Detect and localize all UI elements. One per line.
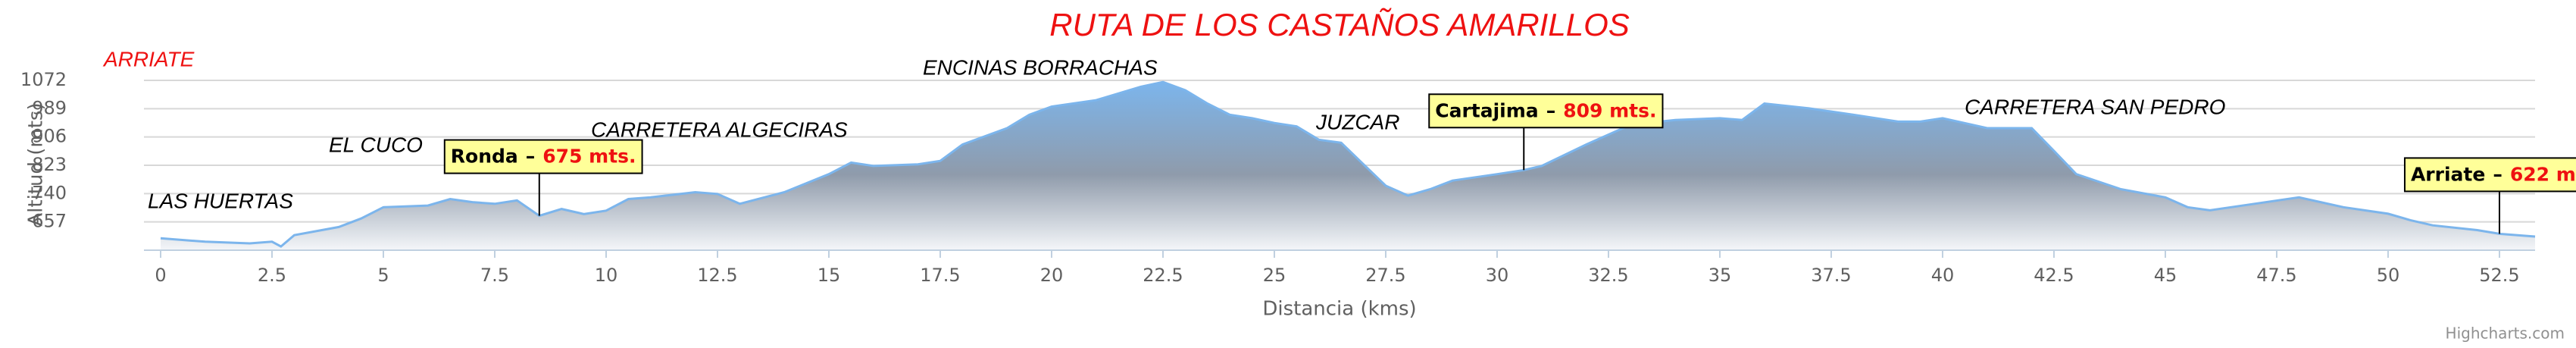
chart-title: RUTA DE LOS CASTAÑOS AMARILLOS [1049,7,1630,42]
x-tick-label: 52.5 [2479,265,2519,286]
flag-name: Ronda [451,146,518,168]
y-tick-label: 906 [32,126,67,147]
x-tick-label: 47.5 [2256,265,2296,286]
annotation: LAS HUERTAS [148,189,293,212]
flag-label: Ronda –675 mts. [451,146,636,168]
x-tick-label: 40 [1931,265,1955,286]
x-tick-label: 20 [1040,265,1064,286]
x-tick-label: 5 [377,265,389,286]
x-tick-label: 15 [818,265,841,286]
x-tick-label: 25 [1263,265,1286,286]
x-tick-label: 17.5 [920,265,960,286]
x-tick-label: 27.5 [1365,265,1405,286]
x-tick-label: 10 [595,265,618,286]
flag-name: Arriate [2411,163,2485,185]
credits: Highcharts.com [2446,324,2565,343]
flag-value: 675 mts. [542,146,636,168]
y-tick-label: 823 [32,154,67,175]
flag-separator: – [1546,99,1556,121]
flag-separator: – [2493,163,2503,185]
x-tick-label: 0 [155,265,166,286]
flag-value: 622 mts. [2510,163,2576,185]
area-fill [161,82,2535,250]
annotation: EL CUCO [329,133,423,156]
y-tick-label: 1072 [20,69,67,90]
x-tick-label: 22.5 [1143,265,1183,286]
x-tick-label: 2.5 [258,265,286,286]
annotation: JUZCAR [1315,110,1399,133]
annotation: ENCINAS BORRACHAS [923,55,1158,79]
x-tick-label: 30 [1486,265,1509,286]
flag-box [443,139,643,174]
annotation: ARRIATE [102,47,195,71]
x-tick-label: 50 [2377,265,2400,286]
x-tick-label: 35 [1708,265,1732,286]
area-line [160,80,2536,248]
y-tick-label: 989 [32,97,67,118]
annotation: CARRETERA ALGECIRAS [591,118,848,141]
x-tick-label: 7.5 [480,265,509,286]
y-tick-label: 657 [32,211,67,232]
x-tick-label: 42.5 [2034,265,2074,286]
flag-box [1428,93,1664,129]
x-tick-label: 45 [2154,265,2177,286]
x-axis-title: Distancia (kms) [1262,298,1416,321]
annotation: CARRETERA SAN PEDRO [1965,95,2225,118]
x-tick-label: 32.5 [1588,265,1628,286]
flag-box [2403,157,2576,193]
flag-name: Cartajima [1435,99,1538,121]
flag-separator: – [526,146,536,168]
x-tick-label: 12.5 [697,265,737,286]
y-tick-label: 740 [32,182,67,203]
flag-value: 809 mts. [1563,99,1656,121]
flag-label: Cartajima –809 mts. [1435,99,1656,121]
y-axis-title: Altitud (mts) [25,102,48,226]
x-tick-label: 37.5 [1811,265,1851,286]
flag-label: Arriate–622 mts. [2411,163,2576,185]
